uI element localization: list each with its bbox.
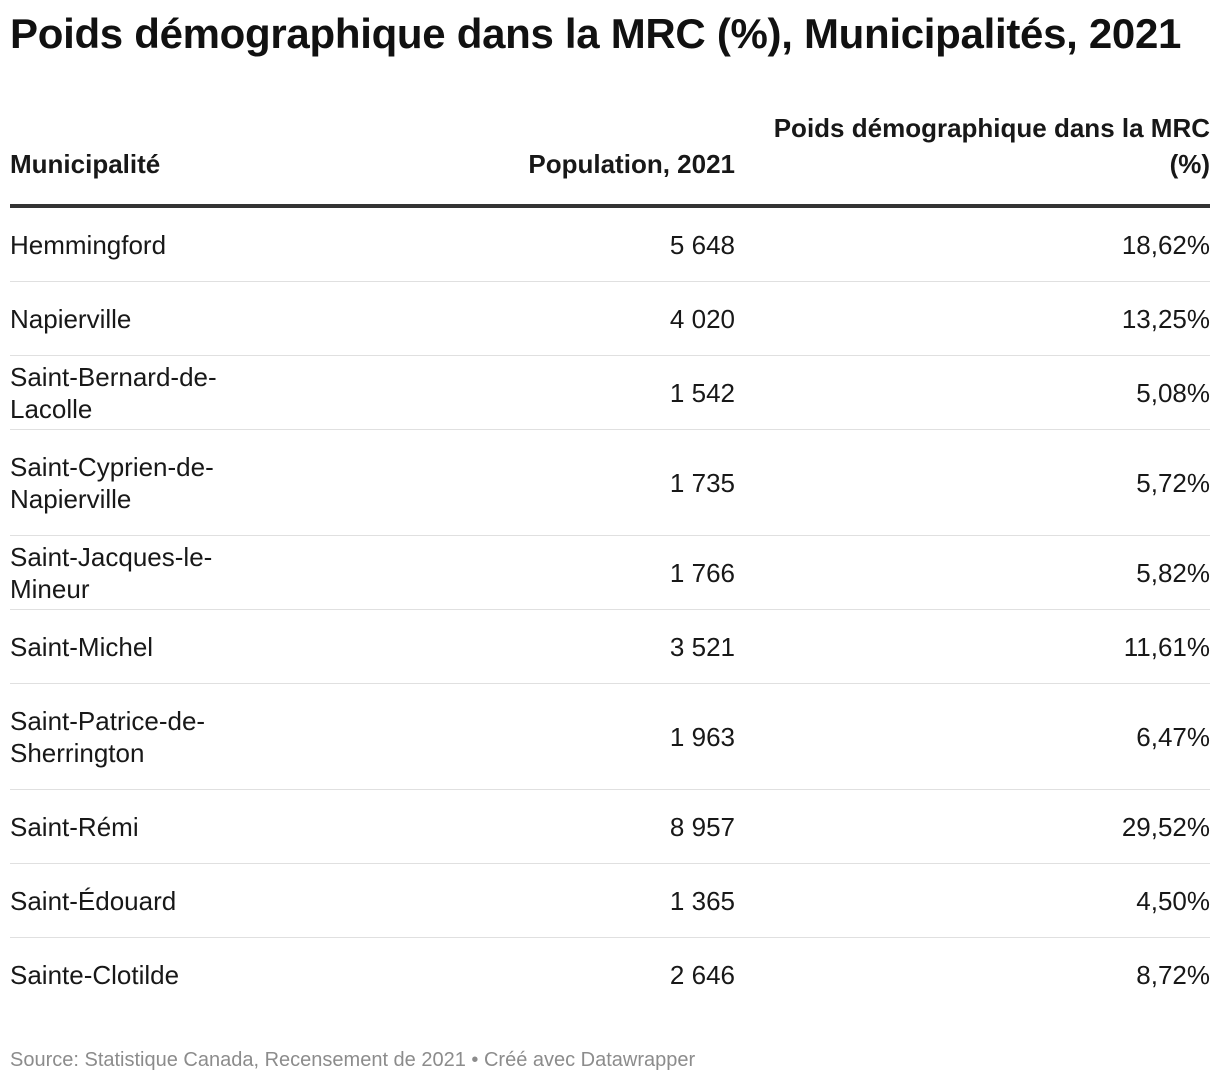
table-header-row: Municipalité Population, 2021 Poids démo… <box>10 110 1210 208</box>
cell-population: 1 735 <box>390 429 735 536</box>
table-row: Saint-Michel 3 521 11,61% <box>10 609 1210 684</box>
table-row: Saint-Jacques-le-Mineur 1 766 5,82% <box>10 535 1210 610</box>
cell-municipalite: Napierville <box>10 281 390 356</box>
municipalite-text: Saint-Édouard <box>10 885 177 916</box>
municipalite-text: Saint-Rémi <box>10 811 139 842</box>
cell-population: 1 963 <box>390 683 735 790</box>
municipalite-text: Saint-Michel <box>10 631 154 662</box>
cell-municipalite: Saint-Michel <box>10 609 390 684</box>
table-row: Saint-Bernard-de-Lacolle 1 542 5,08% <box>10 355 1210 430</box>
chart-title: Poids démographique dans la MRC (%), Mun… <box>10 10 1182 57</box>
cell-poids: 18,62% <box>735 206 1210 282</box>
table-row: Napierville 4 020 13,25% <box>10 281 1210 356</box>
cell-population: 5 648 <box>390 206 735 282</box>
municipalite-text: Saint-Bernard-de-Lacolle <box>10 361 217 424</box>
cell-poids: 8,72% <box>1136 959 1210 990</box>
cell-poids: 29,52% <box>735 789 1210 864</box>
cell-municipalite: Saint-Cyprien-de-Napierville <box>10 429 390 536</box>
table-row: Saint-Rémi 8 957 29,52% <box>10 789 1210 864</box>
table-row: Hemmingford 5 648 18,62% <box>10 206 1210 282</box>
column-header-population: Population, 2021 <box>390 110 735 208</box>
column-header-poids: Poids démographique dans la MRC (%) <box>735 110 1210 208</box>
municipalite-text: Saint-Cyprien-de-Napierville <box>10 451 214 514</box>
cell-population: 3 521 <box>390 609 735 684</box>
cell-municipalite: Sainte-Clotilde <box>10 938 390 1012</box>
cell-population: 4 020 <box>390 281 735 356</box>
cell-population: 1 365 <box>390 863 735 938</box>
cell-municipalite: Hemmingford <box>10 206 390 282</box>
table-row: Saint-Patrice-de-Sherrington 1 963 6,47% <box>10 683 1210 790</box>
cell-poids: 6,47% <box>735 683 1210 790</box>
column-header-municipalite: Municipalité <box>10 110 390 208</box>
cell-poids: 5,82% <box>735 535 1210 610</box>
cell-population: 1 542 <box>390 355 735 430</box>
cell-population: 1 766 <box>390 535 735 610</box>
cell-poids: 4,50% <box>735 863 1210 938</box>
cell-municipalite: Saint-Patrice-de-Sherrington <box>10 683 390 790</box>
table-row: Saint-Cyprien-de-Napierville 1 735 5,72% <box>10 429 1210 536</box>
cell-poids: 11,61% <box>735 609 1210 684</box>
municipalite-text: Saint-Jacques-le-Mineur <box>10 541 213 604</box>
cell-municipalite: Saint-Bernard-de-Lacolle <box>10 355 390 430</box>
cell-municipalite: Saint-Édouard <box>10 863 390 938</box>
cell-municipalite: Saint-Rémi <box>10 789 390 864</box>
municipalite-text: Sainte-Clotilde <box>10 959 180 990</box>
table-row: Saint-Édouard 1 365 4,50% <box>10 863 1210 938</box>
cell-municipalite: Saint-Jacques-le-Mineur <box>10 535 390 610</box>
cell-poids: 5,72% <box>735 429 1210 536</box>
table-row: Sainte-Clotilde 2 646 8,72% <box>10 938 1210 1012</box>
data-table: Municipalité Population, 2021 Poids démo… <box>10 110 1210 1011</box>
source-footer: Source: Statistique Canada, Recensement … <box>10 1049 696 1071</box>
municipalite-text: Hemmingford <box>10 229 167 260</box>
cell-population: 2 646 <box>669 959 735 990</box>
municipalite-text: Saint-Patrice-de-Sherrington <box>10 705 206 768</box>
cell-poids: 13,25% <box>735 281 1210 356</box>
municipalite-text: Napierville <box>10 303 132 334</box>
cell-population: 8 957 <box>390 789 735 864</box>
cell-poids: 5,08% <box>735 355 1210 430</box>
